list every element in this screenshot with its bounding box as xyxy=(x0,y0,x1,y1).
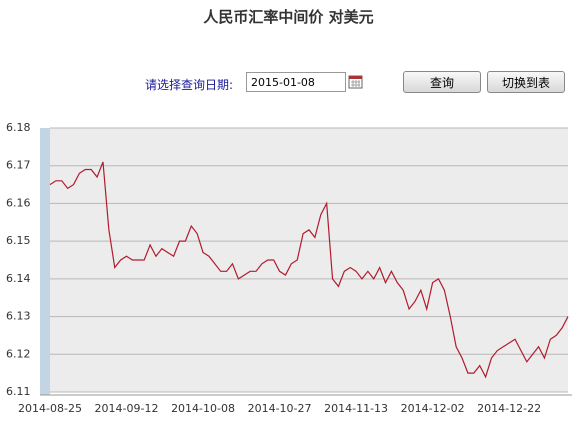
x-tick-label: 2014-10-27 xyxy=(248,402,312,415)
y-tick-label: 6.14 xyxy=(6,272,31,285)
chart-title: 人民币汇率中间价 对美元 xyxy=(203,8,374,26)
y-tick-label: 6.11 xyxy=(6,385,31,398)
y-tick-label: 6.13 xyxy=(6,310,31,323)
x-tick-label: 2014-10-08 xyxy=(171,402,235,415)
x-tick-label: 2014-12-02 xyxy=(401,402,465,415)
x-tick-label: 2014-09-12 xyxy=(95,402,159,415)
left-bar xyxy=(40,128,50,395)
date-input[interactable]: 2015-01-08 xyxy=(246,72,346,92)
toggle-table-button[interactable]: 切换到表 xyxy=(487,71,565,93)
y-tick-label: 6.17 xyxy=(6,159,31,172)
plot-background xyxy=(50,128,568,392)
x-tick-label: 2014-11-13 xyxy=(324,402,388,415)
calendar-icon[interactable] xyxy=(348,75,363,89)
rate-line xyxy=(49,161,569,379)
y-tick-label: 6.15 xyxy=(6,234,31,247)
x-tick-label: 2014-12-22 xyxy=(477,402,541,415)
y-tick-label: 6.16 xyxy=(6,196,31,209)
query-button[interactable]: 查询 xyxy=(403,71,481,93)
y-tick-label: 6.12 xyxy=(6,347,31,360)
y-tick-label: 6.18 xyxy=(6,121,31,134)
date-label: 请选择查询日期: xyxy=(145,78,234,92)
x-tick-label: 2014-08-25 xyxy=(18,402,82,415)
